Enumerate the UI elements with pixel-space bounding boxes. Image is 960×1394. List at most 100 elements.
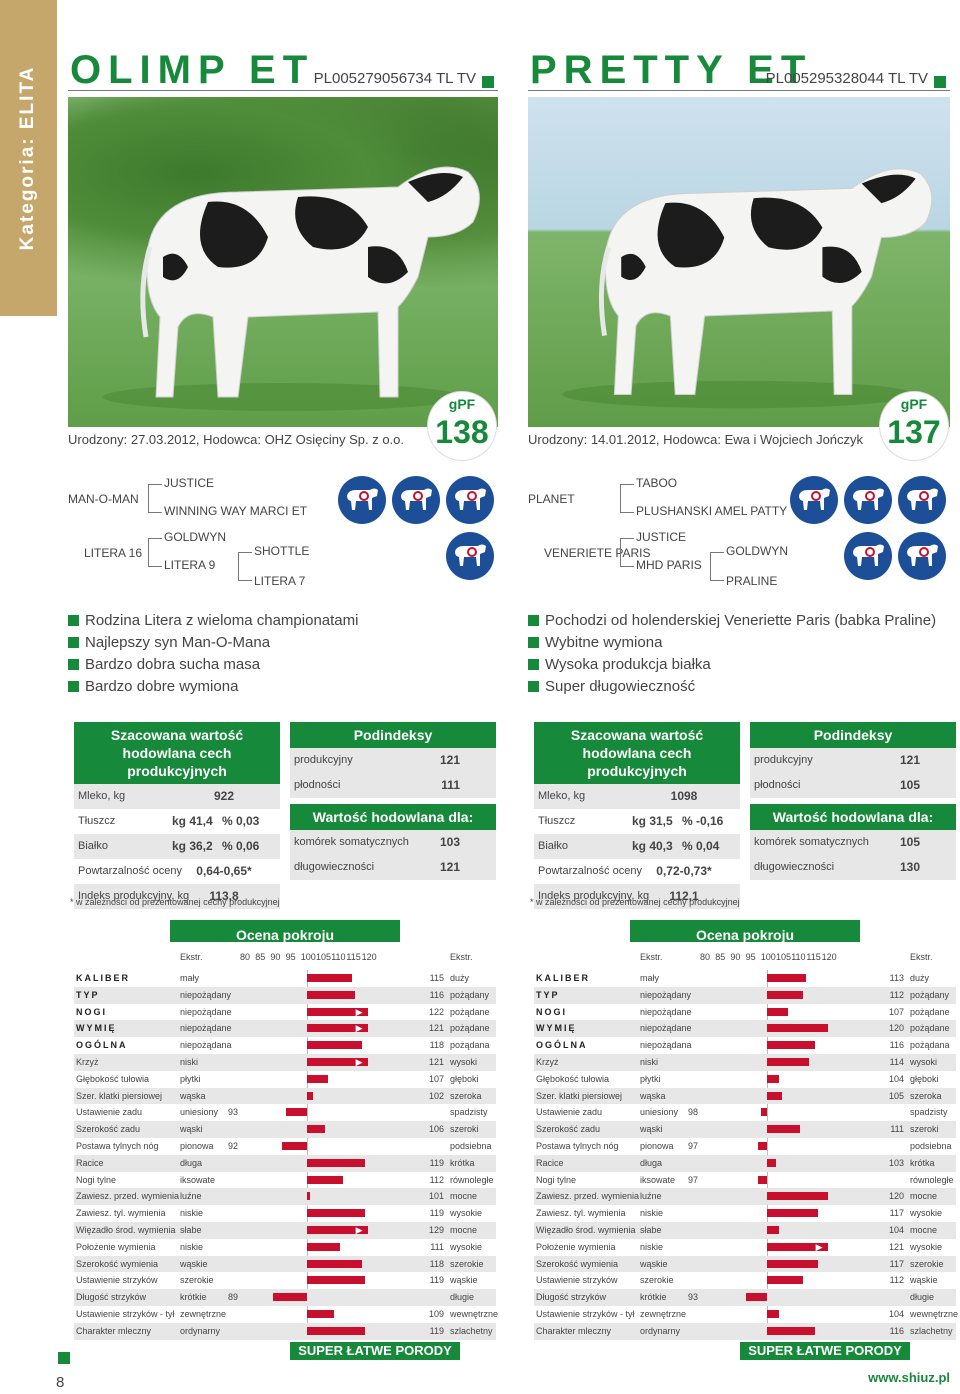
- pedigree-line: [620, 484, 621, 512]
- scale-axis: Ekstr. 80 85 90 95 100 105 110 115 120 Ekstr.: [74, 952, 496, 966]
- trait-low-label: niepożądane: [640, 1023, 692, 1034]
- cow-no-icon: [446, 476, 494, 524]
- pedigree-line: [710, 552, 724, 553]
- conformation-row: Krzyż niski wysoki ▶ 121: [74, 1054, 496, 1071]
- conformation-row: WYMIĘ niepożądane pożądane ▶ 121: [74, 1020, 496, 1038]
- header-divider: [68, 90, 498, 91]
- trait-value: 109: [428, 1309, 444, 1319]
- trait-bar: [306, 1125, 326, 1134]
- trait-high-label: mocne: [910, 1225, 938, 1235]
- trait-name: Postawa tylnych nóg: [76, 1141, 159, 1151]
- scale-tick: 120: [821, 952, 837, 962]
- trait-low-label: niepożądane: [180, 1006, 232, 1017]
- value-powt: 0,72-0,73*: [656, 864, 712, 878]
- highlight-item: Wybitne wymiona: [528, 632, 936, 654]
- conformation-row: Ustawienie strzyków szerokie wąskie 112: [534, 1272, 956, 1289]
- bullet-marker: [68, 615, 79, 626]
- trait-low-label: wąski: [180, 1124, 203, 1135]
- category-label: Kategoria: ELITA: [17, 65, 38, 251]
- highlight-text: Najlepszy syn Man-O-Mana: [85, 634, 271, 651]
- trait-name: Ustawienie zadu: [76, 1107, 143, 1118]
- trait-high-label: szeroki: [910, 1124, 939, 1135]
- highlights: Pochodzi od holenderskiej Veneriette Par…: [528, 610, 936, 698]
- pedigree-sire: MAN-O-MAN: [68, 492, 139, 506]
- scale-tick: 95: [745, 952, 756, 962]
- pedigree-line: [148, 566, 162, 567]
- conformation-title: Ocena pokroju: [170, 920, 400, 943]
- highlight-item: Wysoka produkcja białka: [528, 654, 936, 676]
- trait-name: TYP: [76, 989, 100, 1000]
- bullet-marker: [528, 681, 539, 692]
- trait-high-label: długie: [450, 1292, 475, 1303]
- value-indeks: 113,8: [209, 889, 239, 903]
- label-produkcyjny: produkcyjny: [294, 754, 353, 766]
- header-divider: [528, 90, 950, 91]
- trait-value: 129: [428, 1225, 444, 1235]
- conformation-row: Długość strzyków krótkie długie 93: [534, 1289, 956, 1306]
- bull-name: OLIMP ET: [70, 48, 315, 92]
- trait-low-label: krótkie: [180, 1292, 207, 1303]
- trait-value: 119: [429, 1325, 444, 1336]
- trait-low-label: iksowate: [640, 1174, 676, 1185]
- trait-value: 105: [888, 1090, 904, 1101]
- row-tluszcz: Tłuszcz kg 41,4 % 0,03: [74, 809, 280, 834]
- row-powt: Powtarzalność oceny 0,64-0,65*: [74, 859, 280, 884]
- pedigree-line: [148, 484, 162, 485]
- conformation-row: KALIBER mały duży 113: [534, 970, 956, 987]
- trait-value: 93: [227, 1107, 238, 1118]
- trait-value: 120: [888, 1191, 904, 1202]
- trait-bar: [766, 1125, 801, 1134]
- udder-target-icon: [338, 476, 386, 524]
- highlight-item: Rodzina Litera z wieloma championatami: [68, 610, 358, 632]
- trait-bar: [306, 1091, 313, 1100]
- trait-high-label: pożądane: [450, 1023, 490, 1034]
- conformation-row: Charakter mleczny ordynarny szlachetny 116: [534, 1322, 956, 1340]
- pedigree-dds: SHOTTLE: [254, 544, 310, 558]
- value-produkcyjny: 121: [899, 753, 920, 767]
- cow-protein-icon: [844, 532, 892, 580]
- trait-bar: [282, 1142, 307, 1150]
- pedigree-line: [148, 512, 162, 513]
- trait-name: Ustawienie zadu: [536, 1107, 603, 1118]
- row-komorek: komórek somatycznych 105: [750, 830, 956, 855]
- trait-value: 118: [429, 1040, 444, 1051]
- trait-value: 107: [428, 1073, 444, 1084]
- trait-high-label: szerokie: [450, 1258, 484, 1269]
- highlights: Rodzina Litera z wieloma championatami Na…: [68, 610, 358, 698]
- pedigree-dd: MHD PARIS: [636, 558, 702, 572]
- pedigree-ds: JUSTICE: [636, 530, 687, 544]
- value-tluszcz-pct: % 0,03: [222, 814, 260, 828]
- trait-high-label: pożądane: [450, 1006, 490, 1017]
- trait-high-label: pożądany: [450, 989, 490, 1000]
- trait-value: 119: [429, 1275, 444, 1286]
- trait-name: OGÓLNA: [76, 1040, 128, 1051]
- birth-info: Urodzony: 27.03.2012, Hodowca: OHZ Osięc…: [68, 432, 405, 447]
- label-mleko: Mleko, kg: [78, 790, 126, 802]
- breeding-value-title: Szacowana wartość hodowlana cech produkc…: [534, 722, 740, 784]
- trait-name: Więzadło środ. wymienia: [76, 1225, 176, 1235]
- value-tluszcz-pct: % -0,16: [682, 814, 724, 828]
- trait-bar: [306, 1310, 335, 1318]
- trait-low-label: krótkie: [640, 1292, 667, 1303]
- trait-value: 112: [429, 1174, 444, 1185]
- row-produkcyjny: produkcyjny 121: [750, 748, 956, 773]
- trait-value: 102: [428, 1090, 444, 1101]
- highlight-text: Rodzina Litera z wieloma championatami: [85, 612, 359, 629]
- row-komorek: komórek somatycznych 103: [290, 830, 496, 855]
- trait-low-label: zewnętrzne: [180, 1309, 227, 1319]
- trait-low-label: niepożądana: [640, 1040, 692, 1051]
- conformation-row: Zawiesz. tyl. wymienia niskie wysokie 119: [74, 1205, 496, 1222]
- trait-bar: [306, 990, 356, 999]
- trait-high-label: szeroki: [450, 1124, 479, 1135]
- pedigree-sd: WINNING WAY MARCI ET: [164, 504, 308, 518]
- row-mleko: Mleko, kg 1098: [534, 784, 740, 809]
- trait-bar: [306, 1041, 362, 1050]
- trait-low-label: mały: [180, 973, 200, 983]
- scale-tick: 90: [730, 952, 741, 962]
- trait-bar: [306, 974, 353, 982]
- trait-value: 97: [687, 1141, 698, 1151]
- label-powt: Powtarzalność oceny: [538, 865, 642, 877]
- trait-value: 116: [429, 989, 444, 1000]
- website-link[interactable]: www.shiuz.pl: [868, 1370, 950, 1385]
- scale-tick: 85: [255, 952, 266, 962]
